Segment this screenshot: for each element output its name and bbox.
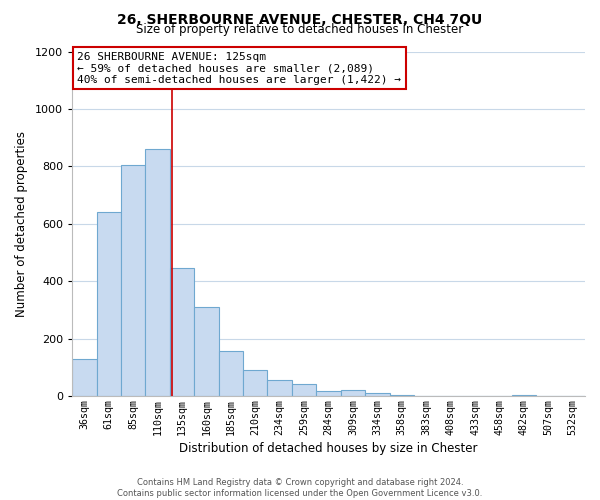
Bar: [145, 149, 170, 396]
Bar: [341, 390, 365, 396]
Bar: [316, 392, 341, 396]
Text: 26 SHERBOURNE AVENUE: 125sqm
← 59% of detached houses are smaller (2,089)
40% of: 26 SHERBOURNE AVENUE: 125sqm ← 59% of de…: [77, 52, 401, 84]
Bar: [389, 395, 414, 396]
Bar: [121, 165, 145, 396]
Bar: [218, 351, 243, 397]
Bar: [268, 380, 292, 396]
Bar: [72, 359, 97, 397]
Bar: [97, 212, 121, 396]
Y-axis label: Number of detached properties: Number of detached properties: [15, 131, 28, 317]
Bar: [292, 384, 316, 396]
Text: Contains HM Land Registry data © Crown copyright and database right 2024.
Contai: Contains HM Land Registry data © Crown c…: [118, 478, 482, 498]
Text: Size of property relative to detached houses in Chester: Size of property relative to detached ho…: [136, 22, 464, 36]
Bar: [243, 370, 268, 396]
Bar: [512, 395, 536, 396]
Bar: [170, 268, 194, 396]
Bar: [365, 393, 389, 396]
Bar: [194, 307, 218, 396]
Text: 26, SHERBOURNE AVENUE, CHESTER, CH4 7QU: 26, SHERBOURNE AVENUE, CHESTER, CH4 7QU: [118, 12, 482, 26]
X-axis label: Distribution of detached houses by size in Chester: Distribution of detached houses by size …: [179, 442, 478, 455]
